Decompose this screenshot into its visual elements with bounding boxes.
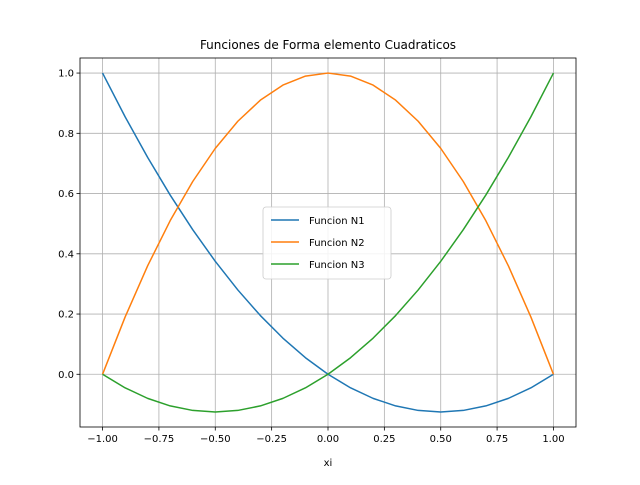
x-tick-label: −0.50	[200, 434, 231, 445]
chart-title: Funciones de Forma elemento Cuadraticos	[200, 38, 456, 52]
y-axis: 0.0 0.2 0.4 0.6 0.8 1.0	[58, 69, 80, 381]
legend-box	[262, 206, 392, 280]
y-tick-label: 0.8	[58, 129, 74, 140]
legend-label-n3: Funcion N3	[309, 260, 365, 271]
legend: Funcion N1 Funcion N2 Funcion N3	[262, 206, 392, 280]
x-tick-label: 1.00	[542, 434, 564, 445]
x-tick-label: 0.00	[317, 434, 339, 445]
x-axis-label: xi	[324, 458, 333, 469]
x-tick-label: −0.25	[256, 434, 287, 445]
legend-label-n2: Funcion N2	[309, 238, 365, 249]
series-line-n3	[102, 72, 555, 413]
x-axis: −1.00 −0.75 −0.50 −0.25 0.00 0.25 0.50 0.75 1.00	[87, 427, 565, 445]
x-tick-label: 0.25	[373, 434, 395, 445]
y-tick-label: 0.2	[58, 310, 74, 321]
x-tick-label: 0.50	[430, 434, 452, 445]
y-tick-label: 0.6	[58, 189, 74, 200]
series-group	[101, 72, 555, 413]
y-tick-label: 0.0	[58, 370, 74, 381]
y-tick-label: 0.4	[58, 249, 74, 260]
x-tick-label: 0.75	[486, 434, 508, 445]
y-tick-label: 1.0	[58, 69, 74, 80]
x-tick-label: −1.00	[87, 434, 118, 445]
x-tick-label: −0.75	[144, 434, 175, 445]
legend-label-n1: Funcion N1	[309, 216, 365, 227]
